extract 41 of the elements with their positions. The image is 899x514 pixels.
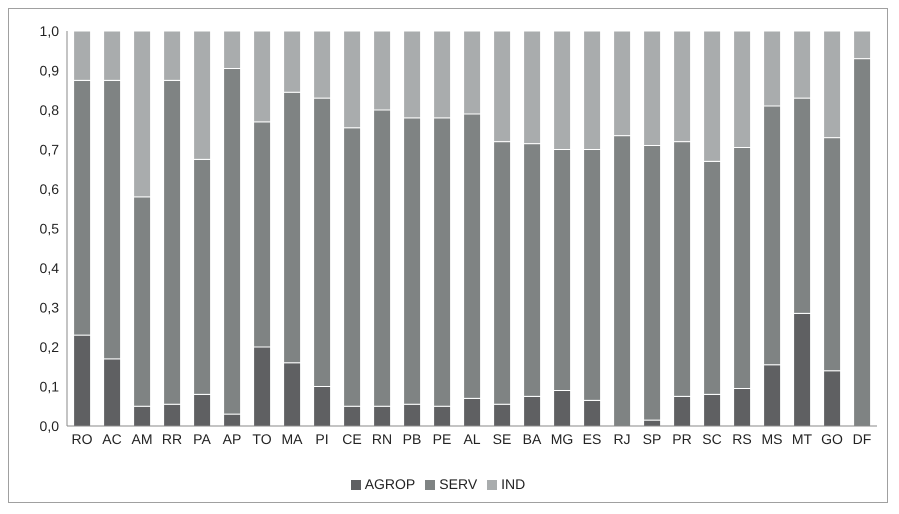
x-tick-label: MS: [762, 430, 782, 447]
x-tick-label: MG: [550, 430, 574, 447]
x-tick-label: RO: [72, 430, 93, 447]
legend-label: IND: [501, 476, 526, 492]
x-tick-label: TO: [252, 430, 272, 447]
y-tick-label: 0,4: [40, 260, 60, 276]
x-tick-label: CE: [342, 430, 362, 447]
y-tick-label: 0,3: [40, 299, 60, 316]
legend-label: AGROP: [364, 476, 416, 492]
y-tick-label: 0,2: [40, 338, 60, 355]
x-tick-label: RS: [732, 430, 752, 447]
x-tick-label: RJ: [613, 430, 631, 447]
x-tick-label: SC: [702, 430, 722, 447]
x-tick-label: MA: [282, 430, 304, 447]
y-tick-label: 1,0: [40, 22, 60, 39]
y-tick-label: 0,8: [40, 102, 60, 118]
x-tick-label: AM: [132, 430, 152, 447]
x-tick-label: RR: [162, 430, 182, 447]
x-tick-label: GO: [821, 430, 843, 447]
y-tick-label: 0,6: [40, 180, 60, 197]
y-tick-label: 0,0: [40, 418, 60, 434]
x-tick-label: AP: [222, 430, 242, 447]
x-tick-label: PE: [432, 430, 452, 447]
y-tick-label: 0,9: [40, 62, 60, 78]
x-tick-label: SP: [642, 430, 662, 447]
y-tick-label: 0,5: [40, 220, 60, 236]
x-tick-label: MT: [792, 430, 813, 447]
x-tick-label: SE: [492, 430, 512, 447]
x-tick-label: PA: [193, 430, 212, 447]
x-tick-label: PB: [402, 430, 422, 447]
x-tick-label: PR: [672, 430, 692, 447]
y-tick-label: 0,1: [40, 378, 60, 394]
x-tick-label: RN: [372, 430, 392, 447]
y-tick-label: 0,7: [40, 141, 60, 158]
x-tick-label: ES: [582, 430, 602, 447]
x-tick-label: BA: [522, 430, 542, 447]
x-tick-label: AC: [102, 430, 122, 447]
x-tick-label: PI: [315, 430, 329, 447]
x-tick-label: DF: [852, 430, 872, 447]
legend-label: SERV: [439, 476, 478, 492]
x-tick-label: AL: [463, 430, 481, 447]
